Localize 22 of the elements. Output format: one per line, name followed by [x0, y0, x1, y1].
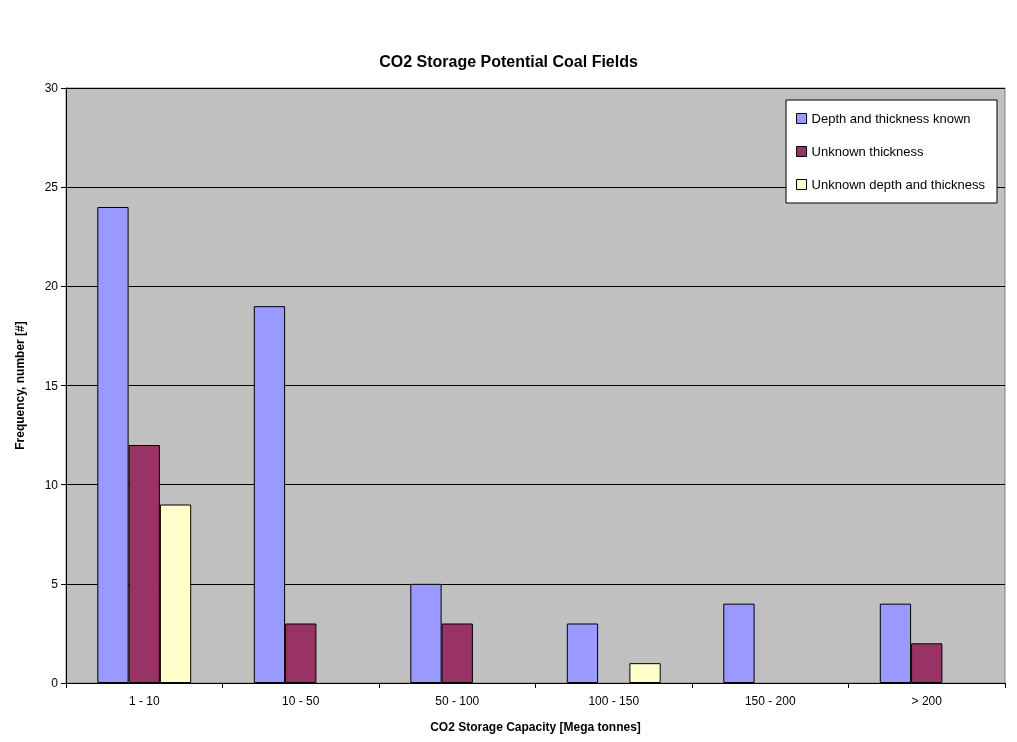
x-tick-label: 10 - 50: [282, 694, 320, 708]
bar: [723, 603, 755, 683]
y-tick-label: 0: [51, 676, 59, 690]
x-tick-label: 150 - 200: [744, 694, 796, 708]
x-tick-label: 100 - 150: [588, 694, 640, 708]
y-tick-label: 15: [44, 378, 59, 393]
chart-title: CO2 Storage Potential Coal Fields: [379, 52, 638, 70]
y-tick-label: 25: [44, 180, 59, 195]
legend-label: Unknown thickness: [811, 144, 925, 159]
y-tick-label: 30: [44, 81, 59, 95]
legend-label: Unknown depth and thickness: [811, 177, 986, 192]
x-tick-label: > 200: [911, 694, 943, 708]
y-tick-label: 5: [51, 576, 59, 591]
bar: [566, 623, 599, 683]
x-axis-title: CO2 Storage Capacity [Mega tonnes]: [430, 720, 641, 734]
y-tick-label: 10: [44, 477, 59, 492]
legend-label: Depth and thickness known: [811, 111, 971, 126]
y-tick-label: 20: [44, 279, 59, 294]
x-tick-label: 50 - 100: [435, 694, 480, 708]
x-tick-label: 1 - 10: [128, 694, 160, 708]
bar: [629, 663, 661, 683]
y-axis-title: Frequency, number [#]: [13, 321, 27, 450]
